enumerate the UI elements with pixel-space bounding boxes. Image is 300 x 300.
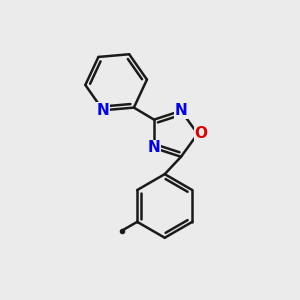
- Text: N: N: [148, 140, 160, 155]
- Text: N: N: [175, 103, 188, 118]
- Text: O: O: [195, 126, 208, 141]
- Text: N: N: [97, 103, 110, 118]
